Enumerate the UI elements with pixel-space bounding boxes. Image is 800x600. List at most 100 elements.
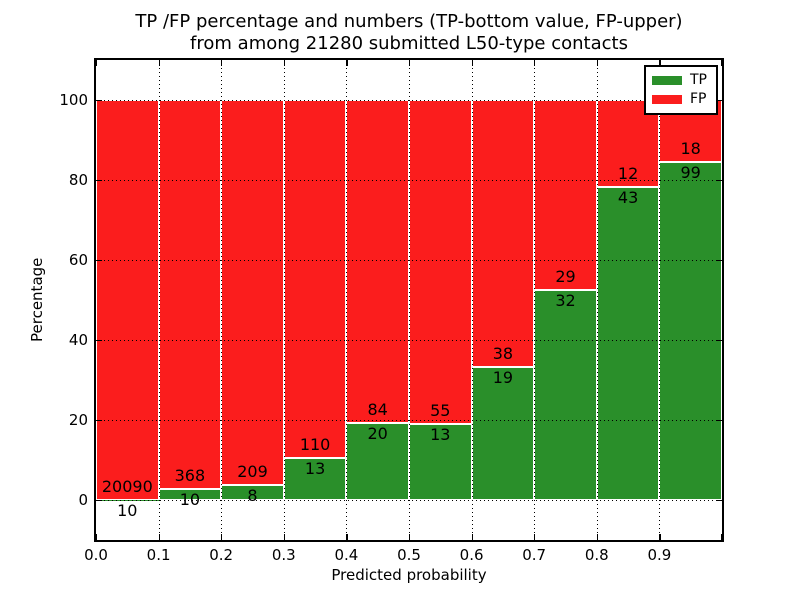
x-axis-label: Predicted probability	[331, 566, 487, 584]
tp-count-label: 13	[304, 458, 326, 478]
gridline-y	[96, 500, 722, 501]
x-tick-mark	[721, 60, 723, 66]
legend-item-tp: TP	[652, 72, 710, 89]
x-tick-mark	[221, 60, 223, 66]
y-tick-mark	[716, 340, 722, 342]
legend-item-fp: FP	[652, 91, 710, 108]
bar-segment-tp	[346, 423, 409, 500]
bar-segment-fp	[346, 100, 409, 424]
x-tick-mark	[221, 534, 223, 540]
plot-area: 20090 10 368 10 209 8 110 13 84 20 55 13 38 19 29 32 12 4…	[94, 58, 724, 542]
bar-segment-fp	[534, 100, 597, 291]
gridline-x	[596, 60, 598, 540]
x-tick-mark	[659, 60, 661, 66]
y-tick-label: 0	[78, 491, 88, 509]
fp-count-label: 20090	[101, 476, 153, 496]
x-tick-label: 0.3	[271, 546, 296, 564]
bar-segment-fp	[221, 100, 284, 486]
x-tick-mark	[471, 60, 473, 66]
tp-count-label: 13	[430, 424, 451, 444]
x-tick-mark	[158, 60, 160, 66]
x-tick-mark	[596, 60, 598, 66]
x-tick-mark	[96, 534, 98, 540]
tp-count-label: 20	[367, 424, 388, 444]
y-tick-mark	[716, 420, 722, 422]
gridline-y	[96, 260, 722, 261]
x-tick-mark	[346, 60, 348, 66]
y-tick-mark	[96, 500, 102, 502]
bar-segment-fp	[96, 100, 159, 500]
bar-segment-fp	[158, 100, 222, 490]
bar-segment-tp	[534, 290, 597, 500]
chart-title: TP /FP percentage and numbers (TP-bottom…	[96, 11, 722, 55]
bar-segment-fp	[471, 100, 535, 367]
x-tick-mark	[409, 60, 411, 66]
x-tick-mark	[346, 534, 348, 540]
tp-count-label: 32	[555, 291, 576, 311]
y-tick-label: 80	[68, 171, 88, 189]
x-tick-mark	[96, 60, 98, 66]
fp-color-swatch	[652, 95, 682, 104]
gridline-y	[96, 180, 722, 181]
x-tick-mark	[534, 534, 536, 540]
y-tick-mark	[96, 420, 102, 422]
x-tick-mark	[409, 534, 411, 540]
fp-count-label: 368	[174, 466, 206, 486]
y-tick-mark	[96, 100, 102, 102]
fp-count-label: 12	[617, 164, 639, 184]
tp-color-swatch	[652, 76, 682, 85]
gridline-y	[96, 420, 722, 421]
chart-title-line2: from among 21280 submitted L50-type cont…	[190, 33, 628, 54]
legend-label-fp: FP	[690, 91, 707, 107]
gridline-x	[409, 60, 410, 540]
gridline-x	[534, 60, 536, 540]
x-tick-mark	[283, 60, 285, 66]
x-tick-label: 0.5	[397, 546, 421, 564]
x-tick-mark	[721, 534, 723, 540]
x-tick-mark	[596, 534, 598, 540]
gridline-x	[471, 60, 473, 540]
y-tick-mark	[716, 260, 722, 262]
gridline-x	[346, 60, 348, 540]
legend-label-tp: TP	[690, 72, 707, 88]
y-tick-mark	[96, 340, 102, 342]
y-tick-mark	[716, 500, 722, 502]
x-tick-label: 0.8	[584, 546, 609, 564]
y-tick-mark	[716, 100, 722, 102]
fp-count-label: 209	[237, 462, 268, 482]
x-tick-label: 0.0	[84, 546, 108, 564]
fp-count-label: 110	[299, 434, 331, 454]
gridline-y	[96, 340, 722, 341]
y-tick-mark	[96, 180, 102, 182]
x-tick-mark	[158, 534, 160, 540]
gridline-x	[158, 60, 160, 540]
gridline-x	[221, 60, 223, 540]
bar-segment-fp	[409, 100, 472, 424]
y-tick-label: 100	[59, 91, 88, 109]
bar-segment-tp	[471, 366, 535, 500]
bar-segment-tp	[409, 423, 472, 500]
gridline-x	[283, 60, 285, 540]
y-tick-label: 60	[68, 251, 88, 269]
y-tick-label: 20	[68, 411, 88, 429]
x-tick-mark	[471, 534, 473, 540]
gridline-x	[659, 60, 661, 540]
legend: TP FP	[644, 65, 718, 115]
gridline-y	[96, 100, 722, 101]
fp-count-label: 29	[555, 267, 576, 287]
x-tick-label: 0.7	[522, 546, 547, 564]
tp-count-label: 43	[617, 188, 639, 208]
tp-count-label: 99	[680, 162, 701, 182]
fp-count-label: 18	[680, 138, 701, 158]
y-tick-label: 40	[68, 331, 88, 349]
bar-segment-tp	[596, 187, 660, 500]
fp-count-label: 55	[430, 400, 451, 420]
bar-segment-tp	[659, 161, 722, 500]
fp-count-label: 84	[367, 400, 388, 420]
y-tick-mark	[716, 180, 722, 182]
x-tick-label: 0.9	[647, 546, 672, 564]
x-tick-mark	[534, 60, 536, 66]
x-tick-label: 0.1	[146, 546, 171, 564]
x-tick-mark	[283, 534, 285, 540]
